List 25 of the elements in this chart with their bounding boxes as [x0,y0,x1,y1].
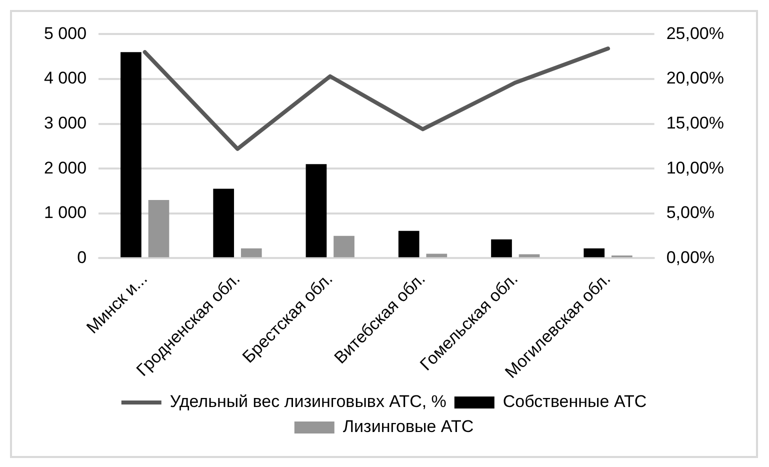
y2-tick-label: 0,00% [666,248,715,267]
y-tick-label: 1 000 [44,203,87,222]
bar [120,52,142,258]
y-tick-label: 2 000 [44,158,87,178]
y2-tick-label: 5,00% [666,203,715,222]
bar [398,230,420,258]
y2-tick-label: 10,00% [666,158,724,178]
legend-label: Лизинговые АТС [342,417,474,436]
legend-label: Удельный вес лизинговывх АТС, % [170,392,446,412]
y2-tick-label: 25,00% [666,24,724,43]
y-tick-label: 4 000 [44,68,87,88]
y-tick-label: 5 000 [44,24,87,43]
legend-label: Собственные АТС [502,392,647,412]
bar [213,188,234,258]
y-tick-label: 3 000 [44,114,87,133]
bar [584,248,605,258]
bar [148,200,170,258]
bar [306,164,327,258]
bar [334,236,354,258]
bar [518,254,540,258]
y2-tick-label: 20,00% [666,68,724,88]
bar [240,248,262,258]
y2-tick-label: 15,00% [666,114,724,133]
y-tick-label: 0 [77,248,87,267]
bar [491,239,512,258]
